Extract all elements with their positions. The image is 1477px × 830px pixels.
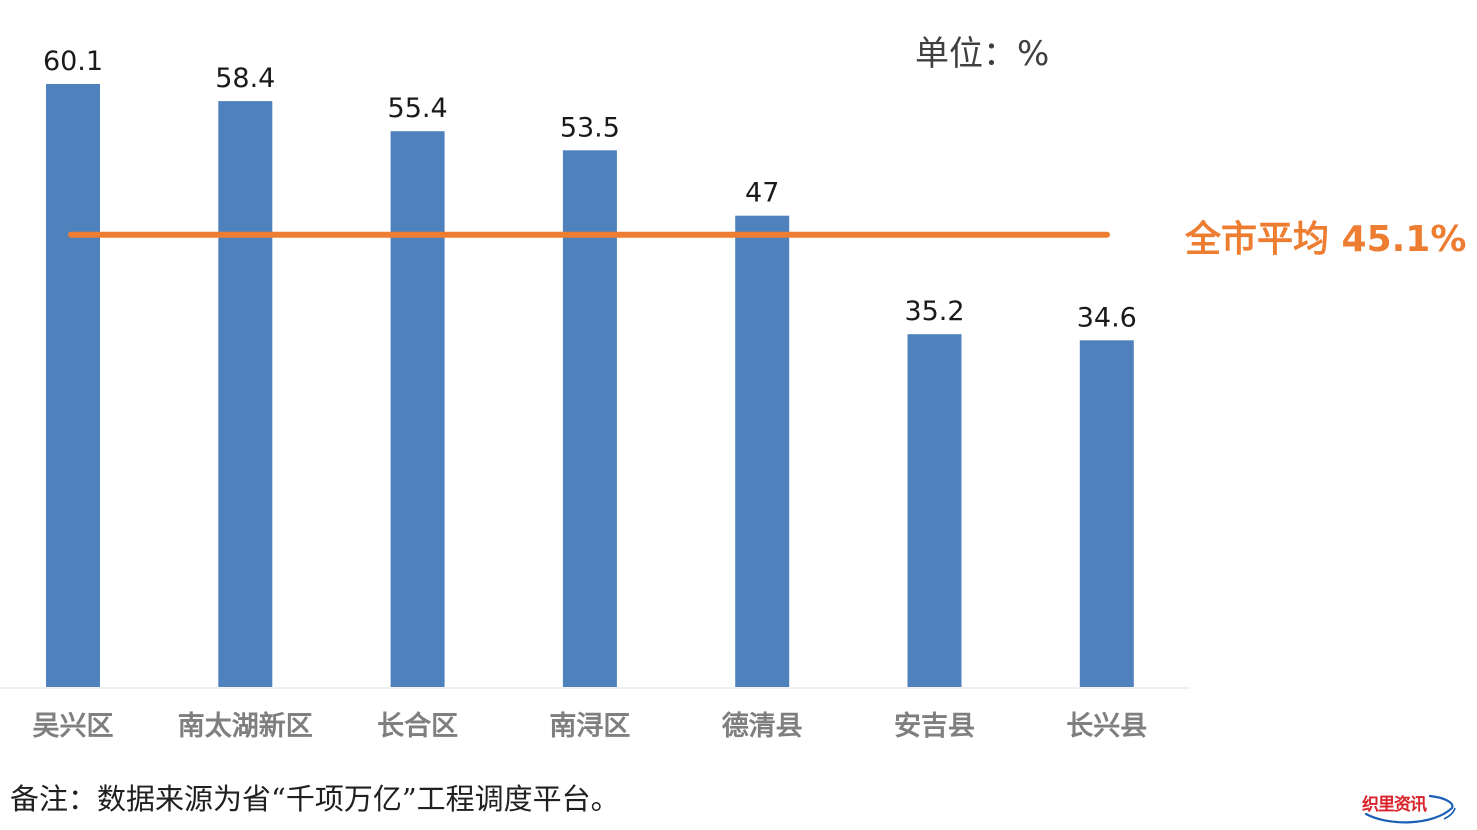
value-label-1: 58.4	[215, 63, 275, 94]
logo-swoosh-icon	[1364, 794, 1456, 824]
category-label-6: 长兴县	[1066, 711, 1147, 742]
bar-1	[218, 101, 273, 689]
bar-5	[907, 334, 962, 688]
value-label-4: 47	[745, 178, 779, 209]
bar-2	[390, 131, 445, 688]
bar-0	[46, 84, 100, 688]
brand-logo: 织里资讯	[1358, 786, 1458, 826]
bars-layer	[46, 84, 1134, 689]
category-label-4: 德清县	[722, 711, 803, 742]
category-label-2: 长合区	[377, 710, 458, 742]
bar-4	[735, 215, 790, 688]
bar-3	[562, 150, 617, 689]
unit-label: 单位：%	[915, 34, 1050, 74]
category-label-5: 安吉县	[894, 711, 975, 742]
value-label-5: 35.2	[904, 296, 964, 327]
category-labels-layer: 吴兴区 南太湖新区 长合区 南浔区 德清县 安吉县 长兴县	[33, 710, 1148, 742]
source-footnote: 备注：数据来源为省“千项万亿”工程调度平台。	[10, 782, 620, 816]
value-label-6: 34.6	[1077, 302, 1137, 333]
value-label-3: 53.5	[560, 112, 620, 143]
category-label-0: 吴兴区	[33, 711, 114, 742]
value-label-2: 55.4	[388, 93, 448, 124]
logo-text: 织里资讯	[1362, 795, 1427, 815]
category-label-3: 南浔区	[549, 711, 630, 742]
bar-6	[1079, 340, 1134, 688]
average-line-label: 全市平均 45.1%	[1185, 219, 1467, 260]
category-label-1: 南太湖新区	[178, 710, 313, 742]
value-label-0: 60.1	[43, 46, 103, 77]
value-labels-layer: 60.1 58.4 55.4 53.5 47 35.2 34.6	[43, 46, 1137, 333]
